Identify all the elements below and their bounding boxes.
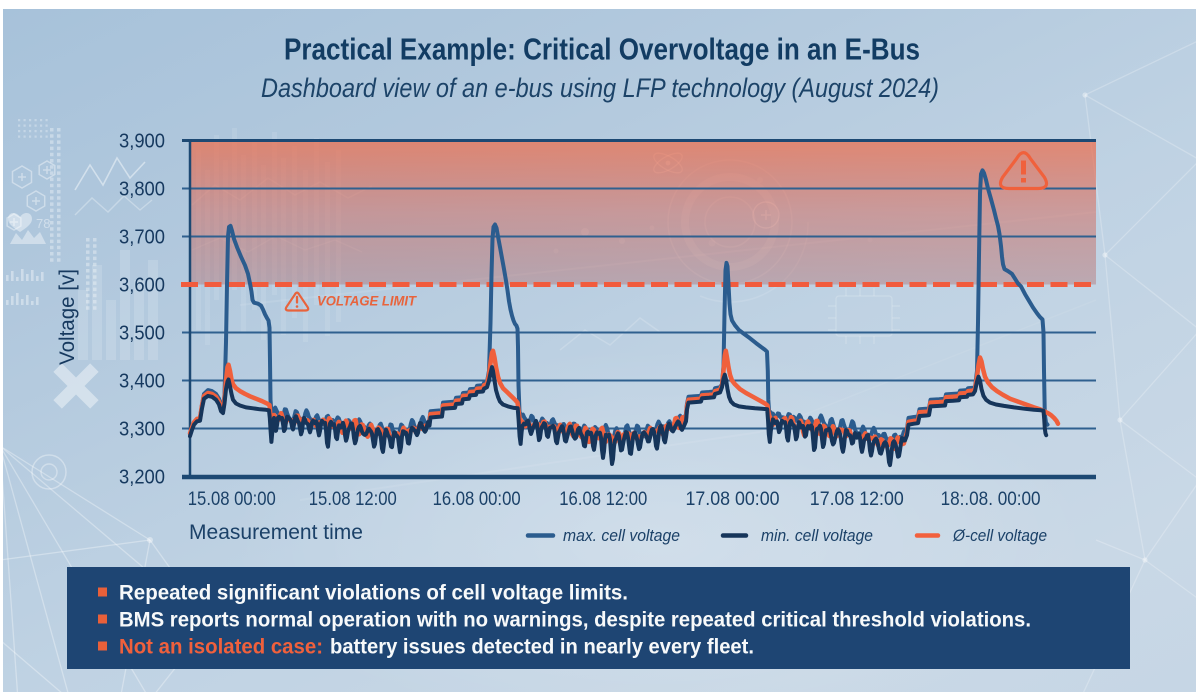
svg-text:3,400: 3,400 <box>119 370 165 393</box>
svg-text:VOLTAGE LIMIT: VOLTAGE LIMIT <box>317 294 418 309</box>
svg-text:3,500: 3,500 <box>119 322 165 345</box>
svg-text:battery issues detected in nea: battery issues detected in nearly every … <box>330 636 754 659</box>
svg-text:16.08 12:00: 16.08 12:00 <box>559 489 647 510</box>
svg-text:BMS reports normal operation w: BMS reports normal operation with no war… <box>119 609 1031 632</box>
svg-text:Voltage [v]: Voltage [v] <box>56 269 79 365</box>
svg-text:Repeated significant violation: Repeated significant violations of cell … <box>119 582 628 605</box>
svg-text:3,900: 3,900 <box>119 130 165 153</box>
svg-text:Measurement time: Measurement time <box>189 521 363 544</box>
svg-text:3,300: 3,300 <box>119 418 165 441</box>
svg-text:17.08 00:00: 17.08 00:00 <box>686 489 780 510</box>
svg-text:Practical Example: Critical Ov: Practical Example: Critical Overvoltage … <box>284 32 920 67</box>
svg-text:18:.08. 00:00: 18:.08. 00:00 <box>941 489 1041 510</box>
svg-text:3,200: 3,200 <box>119 466 165 489</box>
svg-text:3,600: 3,600 <box>119 274 165 297</box>
svg-text:16.08 00:00: 16.08 00:00 <box>433 489 521 510</box>
svg-text:3,800: 3,800 <box>119 178 165 201</box>
svg-text:max. cell voltage: max. cell voltage <box>563 527 680 545</box>
svg-text:Dashboard view of an e-bus usi: Dashboard view of an e-bus using LFP tec… <box>261 73 939 103</box>
svg-text:78: 78 <box>36 216 50 231</box>
svg-text:17.08 12:00: 17.08 12:00 <box>810 489 904 510</box>
svg-text:15.08 00:00: 15.08 00:00 <box>188 489 276 510</box>
svg-text:Ø-cell voltage: Ø-cell voltage <box>952 527 1047 545</box>
svg-text:Not an isolated case:: Not an isolated case: <box>119 636 323 659</box>
svg-text:min. cell voltage: min. cell voltage <box>761 527 873 545</box>
svg-text:15.08 12:00: 15.08 12:00 <box>309 489 397 510</box>
svg-text:3,700: 3,700 <box>119 226 165 249</box>
